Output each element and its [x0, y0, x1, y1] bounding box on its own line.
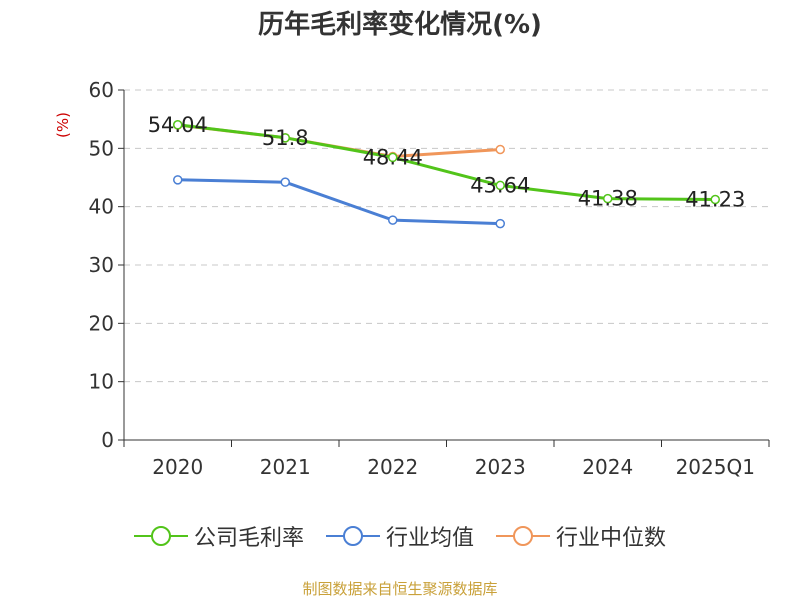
series-line [177, 123, 716, 201]
y-tick-label: 20 [89, 311, 114, 335]
legend-label: 行业均值 [385, 526, 474, 551]
source-note: 制图数据来自恒生聚源数据库 [302, 580, 498, 598]
chart-title: 历年毛利率变化情况(%) [258, 10, 542, 40]
legend-marker-icon [133, 526, 188, 546]
data-point [173, 175, 183, 185]
y-tick-label: 60 [89, 78, 114, 102]
legend: 公司毛利率 行业均值 行业中位数 [0, 520, 800, 552]
y-tick-label: 50 [89, 136, 114, 160]
legend-item[interactable]: 行业中位数 [496, 520, 666, 552]
data-label: 54.04 [148, 113, 208, 137]
grid-lines [124, 89, 769, 383]
data-point [495, 218, 505, 229]
data-point [388, 152, 398, 163]
axes: 0 10 20 30 40 50 60 2020 2021 2022 2023 2024 2025Q1 [89, 78, 770, 479]
data-point [388, 215, 398, 225]
legend-item[interactable]: 行业均值 [325, 520, 474, 552]
data-label: 41.23 [685, 187, 745, 211]
data-point [495, 144, 505, 155]
legend-marker-icon [496, 526, 550, 546]
data-label: 48.44 [363, 145, 423, 169]
series-line [177, 178, 501, 226]
x-tick-label: 2023 [475, 455, 526, 479]
x-tick-label: 2020 [152, 455, 203, 479]
data-point [495, 180, 505, 191]
data-point [710, 194, 720, 205]
data-labels: 54.04 51.8 48.44 43.64 41.38 41.23 [148, 113, 746, 212]
y-axis-unit-label: (%) [54, 112, 72, 138]
data-point [603, 193, 613, 204]
series-lines [173, 120, 720, 229]
legend-marker-icon [325, 526, 380, 546]
x-tick-label: 2024 [582, 455, 633, 479]
legend-label: 公司毛利率 [193, 526, 304, 551]
x-tick-label: 2025Q1 [676, 455, 755, 479]
legend-label: 行业中位数 [556, 526, 667, 551]
x-tick-label: 2022 [367, 455, 418, 479]
x-tick-label: 2021 [260, 455, 311, 479]
data-label: 41.38 [578, 187, 638, 211]
legend-item[interactable]: 公司毛利率 [133, 520, 304, 552]
y-tick-label: 40 [89, 195, 114, 219]
y-tick-label: 10 [89, 370, 114, 394]
y-tick-label: 0 [101, 428, 114, 452]
data-point [280, 177, 290, 187]
data-label: 43.64 [470, 173, 530, 197]
data-point [280, 133, 290, 143]
data-label: 51.8 [262, 126, 309, 150]
y-tick-label: 30 [89, 253, 114, 277]
data-point [173, 120, 183, 130]
